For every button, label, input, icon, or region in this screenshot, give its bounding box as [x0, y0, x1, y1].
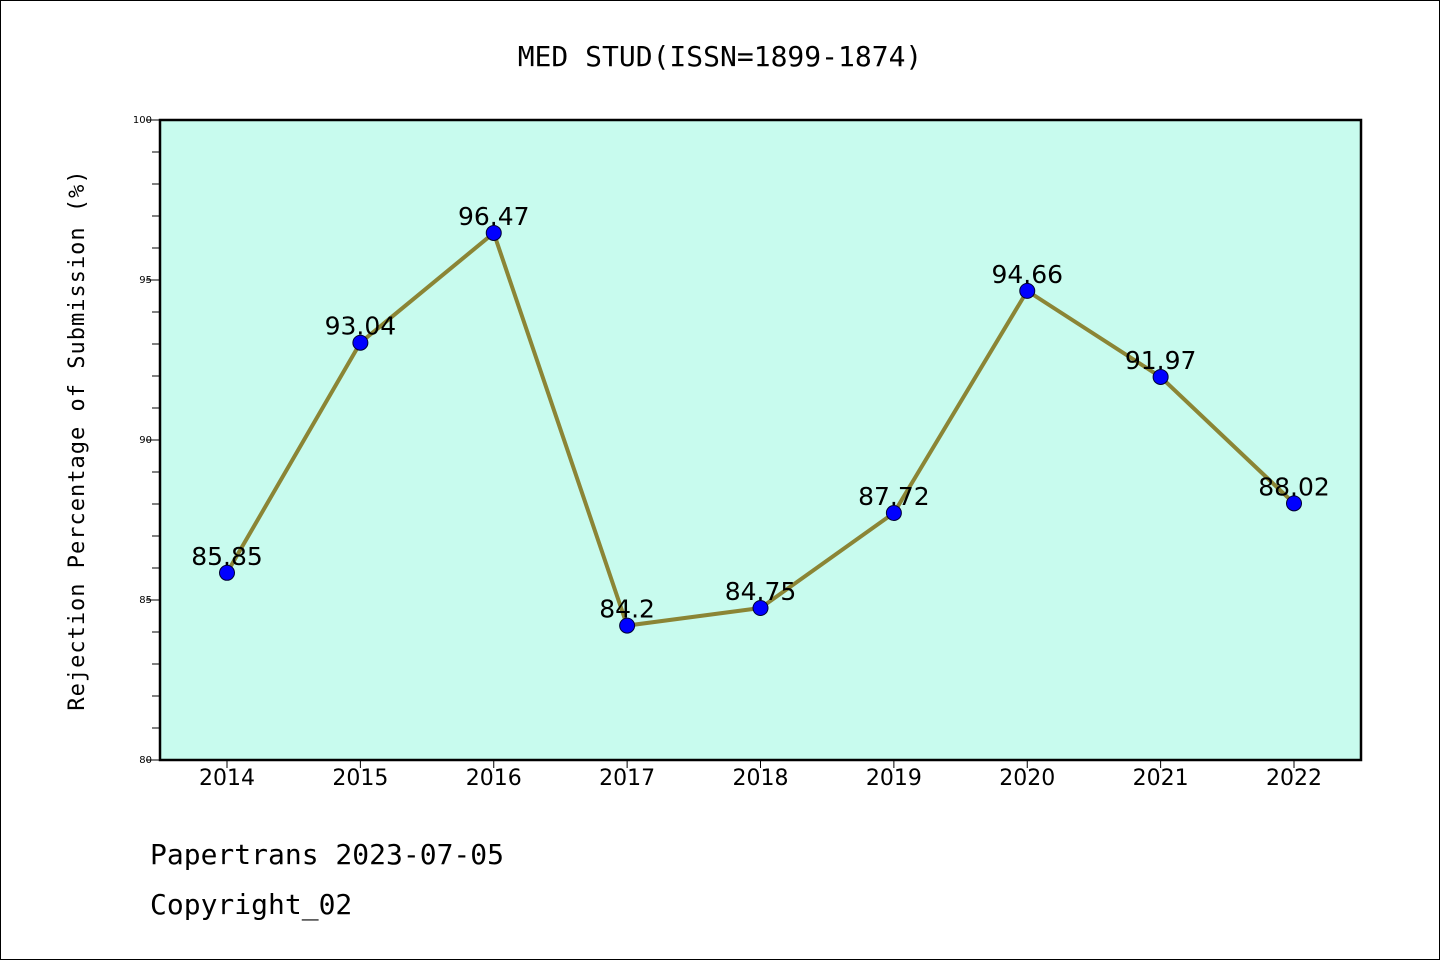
x-tick-label: 2015	[332, 766, 388, 791]
data-point-marker	[619, 617, 636, 634]
data-value-label: 87.72	[858, 482, 930, 511]
data-point-marker	[352, 334, 369, 351]
data-point-marker	[1152, 368, 1169, 385]
chart-title: MED STUD(ISSN=1899-1874)	[518, 40, 923, 73]
data-value-label: 93.04	[325, 312, 397, 341]
data-value-label: 84.75	[725, 577, 797, 606]
y-tick-label: 85	[139, 595, 152, 606]
data-point-marker	[485, 224, 502, 241]
data-markers	[219, 224, 1302, 634]
x-tick-label: 2022	[1266, 766, 1322, 791]
x-tick-label: 2018	[733, 766, 789, 791]
x-tick-label: 2014	[199, 766, 255, 791]
data-value-label: 84.2	[599, 595, 655, 624]
x-tick-label: 2017	[599, 766, 655, 791]
data-value-label: 96.47	[458, 202, 530, 231]
plot-area	[158, 118, 1363, 762]
x-tick-label: 2016	[466, 766, 522, 791]
data-point-marker	[219, 564, 235, 581]
y-tick-label: 90	[139, 435, 152, 446]
x-axis: 2014 2015 2016 2017 2018 2019 2020 2021 2022	[199, 760, 1322, 791]
data-labels: 85.85 93.04 96.47 84.2 84.75 87.72 94.66 91.97 8…	[191, 202, 1330, 624]
data-point-marker	[885, 504, 902, 521]
footer-date-line: Papertrans 2023-07-05	[150, 838, 504, 871]
footer-copyright-line: Copyright_02	[150, 888, 352, 922]
data-value-label: 88.02	[1258, 472, 1330, 501]
data-value-label: 91.97	[1125, 346, 1197, 375]
x-tick-label: 2020	[999, 766, 1055, 791]
data-value-label: 85.85	[191, 542, 263, 571]
y-tick-label: 100	[133, 115, 152, 126]
data-value-label: 94.66	[991, 260, 1063, 289]
data-point-marker	[752, 600, 769, 616]
y-axis-label: Rejection Percentage of Submission (%)	[65, 169, 90, 710]
y-tick-label: 80	[139, 755, 152, 766]
data-point-marker	[1019, 282, 1036, 299]
x-tick-label: 2021	[1133, 766, 1189, 791]
y-axis: 80 85 90 95 100	[133, 115, 160, 766]
y-tick-label: 95	[139, 275, 152, 286]
data-point-marker	[1286, 495, 1302, 512]
x-tick-label: 2019	[866, 766, 922, 791]
